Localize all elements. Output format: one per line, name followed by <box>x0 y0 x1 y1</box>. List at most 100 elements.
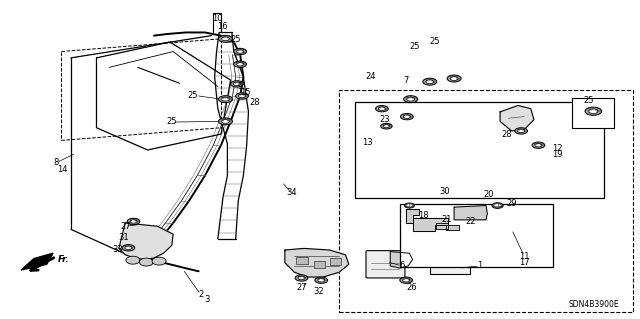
Polygon shape <box>454 205 487 220</box>
Polygon shape <box>390 252 413 268</box>
Circle shape <box>403 278 410 282</box>
Text: 34: 34 <box>286 188 296 197</box>
Text: 25: 25 <box>166 117 177 126</box>
Circle shape <box>130 220 137 223</box>
Text: 27: 27 <box>296 283 307 292</box>
Circle shape <box>218 35 232 42</box>
Circle shape <box>318 278 324 282</box>
Circle shape <box>404 96 418 103</box>
Text: 24: 24 <box>365 72 376 81</box>
Circle shape <box>494 204 500 207</box>
Circle shape <box>234 61 246 67</box>
Text: 26: 26 <box>406 283 417 292</box>
Polygon shape <box>21 253 53 270</box>
Text: 9: 9 <box>237 82 243 91</box>
Circle shape <box>298 276 305 280</box>
Text: 18: 18 <box>418 211 429 219</box>
Circle shape <box>125 246 132 249</box>
Circle shape <box>400 277 413 283</box>
Polygon shape <box>285 249 349 277</box>
Circle shape <box>221 37 229 41</box>
Circle shape <box>218 96 232 103</box>
FancyBboxPatch shape <box>366 251 405 278</box>
Text: 6: 6 <box>399 261 404 271</box>
Circle shape <box>447 75 461 82</box>
Text: 19: 19 <box>552 150 563 159</box>
Text: 32: 32 <box>314 287 324 296</box>
Text: 17: 17 <box>519 258 530 267</box>
Text: 11: 11 <box>519 252 530 261</box>
Circle shape <box>376 106 388 112</box>
Bar <box>431 259 470 274</box>
Bar <box>339 90 633 312</box>
Polygon shape <box>406 209 419 223</box>
Circle shape <box>378 107 385 110</box>
Text: 25: 25 <box>230 35 241 44</box>
Circle shape <box>239 94 246 98</box>
Circle shape <box>585 107 602 115</box>
Circle shape <box>221 97 229 101</box>
Circle shape <box>237 50 244 53</box>
Text: 27: 27 <box>120 222 131 231</box>
Text: 33: 33 <box>112 245 123 254</box>
Circle shape <box>589 109 598 114</box>
Polygon shape <box>447 225 460 230</box>
Text: 7: 7 <box>403 76 408 85</box>
Text: 1: 1 <box>477 261 483 271</box>
Bar <box>314 261 325 268</box>
Text: 25: 25 <box>429 38 440 47</box>
Text: Fr.: Fr. <box>58 255 69 264</box>
Circle shape <box>518 129 525 133</box>
Circle shape <box>401 114 413 120</box>
Circle shape <box>426 80 434 84</box>
Text: 14: 14 <box>58 165 68 174</box>
Text: 8: 8 <box>54 158 59 167</box>
Text: 29: 29 <box>506 199 517 208</box>
Text: 13: 13 <box>362 137 372 146</box>
Text: 28: 28 <box>502 130 513 138</box>
Circle shape <box>406 204 412 207</box>
Text: 22: 22 <box>465 217 476 226</box>
Circle shape <box>407 97 415 101</box>
Text: 10: 10 <box>212 14 223 23</box>
Polygon shape <box>119 223 173 260</box>
Bar <box>400 204 553 268</box>
Circle shape <box>383 125 390 128</box>
Bar <box>355 102 604 197</box>
Polygon shape <box>500 106 534 131</box>
Circle shape <box>315 277 328 283</box>
Text: 31: 31 <box>118 233 129 242</box>
Text: 21: 21 <box>442 215 452 224</box>
Bar <box>572 98 614 128</box>
Circle shape <box>122 245 135 251</box>
Circle shape <box>404 203 415 208</box>
Circle shape <box>423 78 437 85</box>
Circle shape <box>221 119 229 123</box>
Text: 25: 25 <box>583 96 593 105</box>
Circle shape <box>237 63 244 66</box>
Circle shape <box>535 144 542 147</box>
Circle shape <box>236 93 248 99</box>
Circle shape <box>532 142 545 148</box>
Text: 16: 16 <box>217 22 228 31</box>
Circle shape <box>234 82 241 86</box>
Text: 12: 12 <box>552 144 563 153</box>
Ellipse shape <box>152 257 166 265</box>
Circle shape <box>451 77 458 80</box>
Text: 30: 30 <box>439 187 450 196</box>
Text: 25: 25 <box>187 92 198 100</box>
Circle shape <box>127 218 140 225</box>
Text: SDN4B3900E: SDN4B3900E <box>568 300 619 309</box>
Bar <box>330 258 341 265</box>
Text: 25: 25 <box>409 42 420 51</box>
Text: 3: 3 <box>204 295 210 304</box>
Circle shape <box>230 81 243 87</box>
Circle shape <box>295 275 308 281</box>
Circle shape <box>403 115 410 118</box>
Circle shape <box>492 203 503 208</box>
Polygon shape <box>436 223 448 229</box>
Circle shape <box>381 123 392 129</box>
Circle shape <box>234 48 246 55</box>
Bar <box>296 257 308 264</box>
Ellipse shape <box>126 256 140 264</box>
